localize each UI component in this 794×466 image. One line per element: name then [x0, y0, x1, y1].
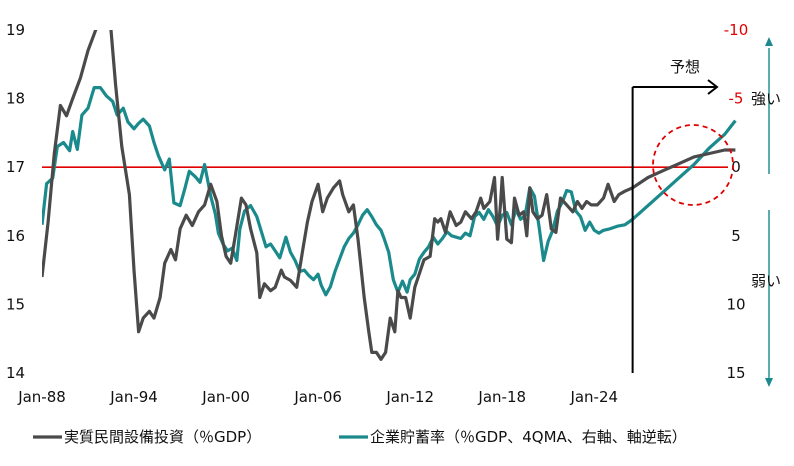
legend: 実質民間設備投資（％GDP） 企業貯蓄率（％GDP、4QMA、右軸、軸逆転） — [33, 428, 687, 446]
legend-label-corporate-savings: 企業貯蓄率（％GDP、4QMA、右軸、軸逆転） — [370, 428, 687, 446]
forecast-label: 予想 — [670, 58, 700, 76]
right-tick-label: 5 — [731, 227, 741, 245]
strong-label: 強い — [751, 90, 781, 108]
x-tick-label: Jan-24 — [569, 388, 618, 406]
left-axis-ticks: 14 15 16 17 18 19 — [6, 21, 25, 382]
legend-label-capex: 実質民間設備投資（％GDP） — [64, 428, 261, 446]
x-tick-label: Jan-06 — [293, 388, 342, 406]
series-lines — [42, 30, 737, 361]
right-tick-label: -10 — [724, 21, 749, 39]
left-tick-label: 18 — [6, 90, 25, 108]
left-tick-label: 19 — [6, 21, 25, 39]
left-tick-label: 15 — [6, 295, 25, 313]
right-tick-label: 0 — [731, 158, 741, 176]
right-tick-label: 10 — [726, 295, 745, 313]
arrow-down-icon — [765, 378, 773, 387]
series-line-capex — [42, 30, 736, 361]
highlight-circle — [652, 124, 734, 206]
right-tick-label: -5 — [729, 90, 744, 108]
series-line-corporate-savings — [42, 86, 737, 297]
right-tick-label: 15 — [726, 364, 745, 382]
x-tick-label: Jan-00 — [201, 388, 250, 406]
weak-label: 弱い — [751, 272, 781, 290]
right-axis-ticks: -10 -5 0 5 10 15 — [724, 21, 749, 382]
left-tick-label: 14 — [6, 364, 25, 382]
x-tick-label: Jan-18 — [477, 388, 526, 406]
x-tick-label: Jan-94 — [109, 388, 158, 406]
forecast-arrowhead-icon — [707, 79, 719, 95]
x-axis-ticks: Jan-88 Jan-94 Jan-00 Jan-06 Jan-12 Jan-18 Jan-… — [17, 388, 618, 406]
x-tick-label: Jan-12 — [385, 388, 434, 406]
left-tick-label: 16 — [6, 227, 25, 245]
left-tick-label: 17 — [6, 158, 25, 176]
arrow-up-icon — [765, 37, 773, 46]
x-tick-label: Jan-88 — [17, 388, 66, 406]
